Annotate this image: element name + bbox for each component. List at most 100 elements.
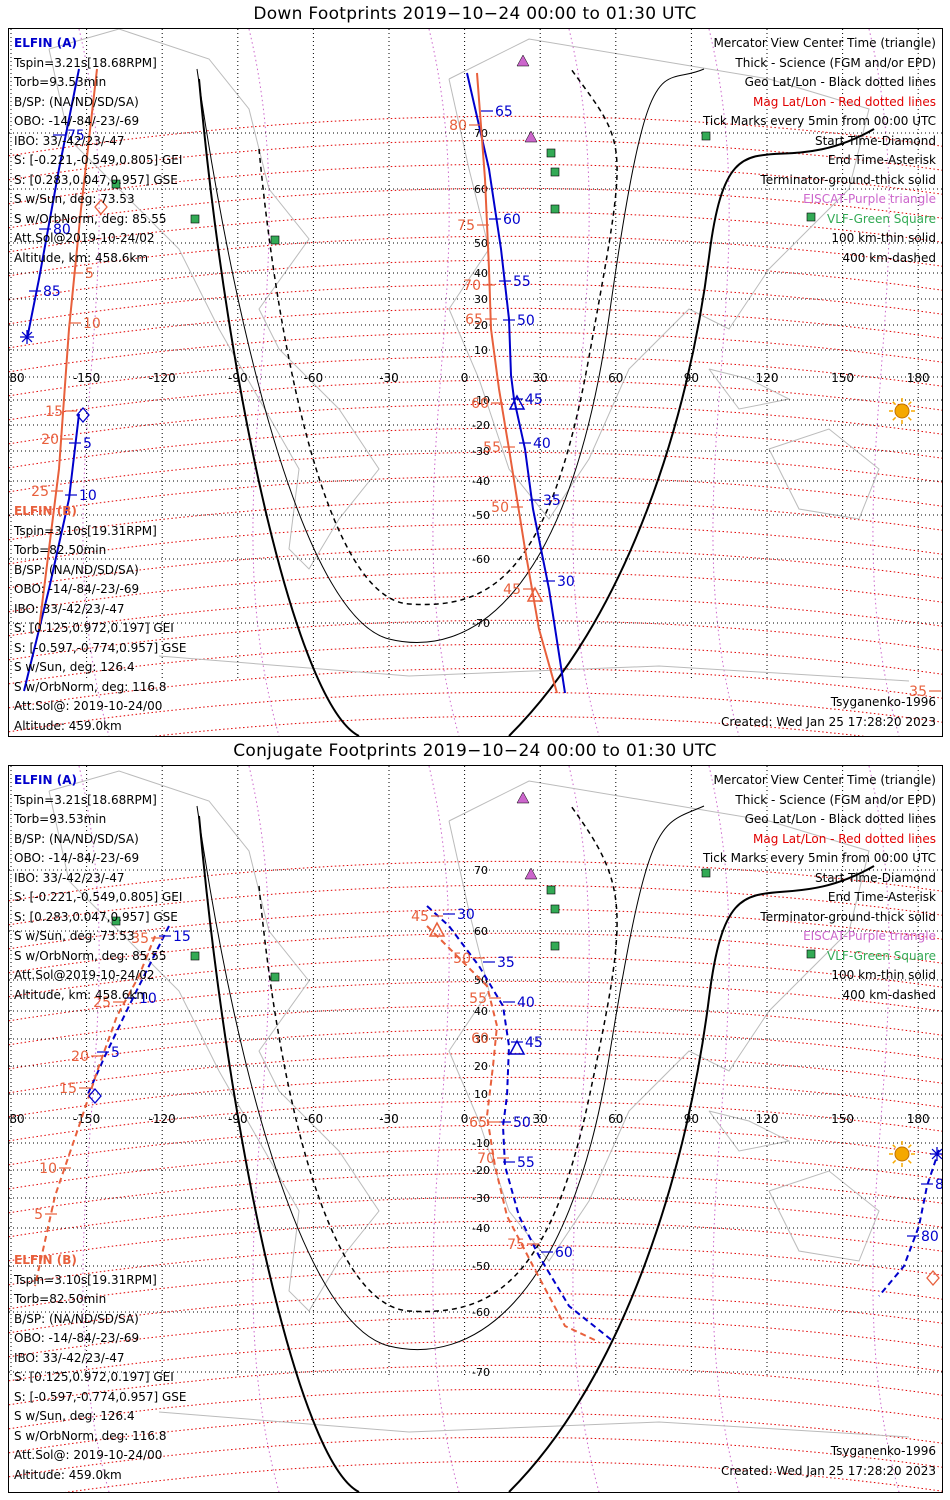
elfin-b-track (476, 72, 558, 694)
track-time-label: 80 (53, 222, 71, 238)
elfin-b-line: S: [0.125,0.972,0.197] GEI (14, 1370, 174, 1384)
mag-lat-line (9, 163, 942, 205)
coastline (448, 38, 870, 520)
map-footer: Tsyganenko-1996 Created: Wed Jan 25 17:2… (721, 693, 936, 732)
elfin-a-line: Tspin=3.21s[18.68RPM] (14, 792, 157, 807)
elfin-b-line: S: [0.125,0.972,0.197] GEI (14, 621, 174, 635)
track-time-label: 50 (517, 313, 535, 329)
track-time-label: 50 (513, 1115, 531, 1131)
elfin-a-track (23, 413, 80, 692)
sun-icon (894, 403, 910, 419)
coastline (768, 1170, 880, 1262)
mag-lat-line (9, 1412, 942, 1454)
lat-tick-label: -10 (472, 1137, 490, 1150)
legend-item: EISCAT-Purple triangle (803, 192, 936, 206)
legend-item: 100 km-thin solid (831, 968, 936, 982)
track-time-label: 45 (525, 392, 543, 408)
legend-item: VLF-Green Square (827, 948, 936, 963)
lat-tick-label: -60 (472, 1306, 490, 1319)
mag-lon-line (428, 29, 460, 736)
vlf-square (190, 214, 200, 224)
elfin-b-line: Altitude: 459.0km (14, 718, 122, 733)
vlf-square (550, 167, 560, 177)
mag-lat-line (9, 595, 942, 637)
legend-item: Start Time-Diamond (814, 133, 936, 148)
lon-tick-label: 120 (756, 1112, 779, 1126)
mag-lat-line (9, 259, 942, 301)
lon-tick-label: -180 (9, 1112, 25, 1126)
lat-tick-label: 50 (474, 237, 488, 250)
lat-tick-label: -40 (472, 475, 490, 488)
elfin-a-track (426, 905, 615, 1343)
track-time-label: 10 (79, 488, 97, 504)
lon-tick-label: 150 (831, 371, 854, 385)
vlf-square (701, 131, 711, 141)
mag-lat-line (9, 211, 942, 253)
eiscat-triangle (524, 867, 538, 880)
center-time-triangle (508, 1039, 526, 1055)
lat-tick-label: 70 (474, 864, 488, 877)
lon-tick-label: 60 (608, 371, 623, 385)
vlf-square (111, 179, 121, 189)
track-time-label: 50 (453, 951, 471, 967)
map-footer: Tsyganenko-1996 Created: Wed Jan 25 17:2… (721, 1442, 936, 1481)
created-timestamp: Created: Wed Jan 25 17:28:20 2023 (721, 714, 936, 729)
mag-lat-line (9, 523, 942, 565)
track-time-label: 20 (71, 1049, 89, 1065)
mag-lon-line (868, 766, 900, 1492)
mag-lon-line (428, 766, 460, 1492)
mag-lat-line (65, 1460, 942, 1492)
track-time-label: 65 (465, 312, 483, 328)
center-time-triangle (508, 394, 526, 410)
sun-ray (892, 1159, 897, 1164)
mag-lon-line (568, 766, 600, 1492)
mag-lat-line (9, 235, 942, 277)
lat-tick-label: -10 (472, 394, 490, 407)
legend-item: End Time-Asterisk (827, 890, 936, 904)
altitude-100km-line (196, 68, 705, 643)
lat-tick-label: 40 (474, 1005, 488, 1018)
vlf-square (550, 204, 560, 214)
mag-lat-line (9, 139, 942, 181)
track-time-label: 75 (67, 128, 85, 144)
elfin-b-line: S w/OrbNorm, deg: 116.8 (14, 1428, 167, 1443)
map-legend: Mercator View Center Time (triangle) Thi… (703, 34, 936, 268)
lat-tick-label: 60 (474, 925, 488, 938)
elfin-a-header: ELFIN (A) (14, 36, 77, 50)
elfin-a-info: ELFIN (A) Tspin=3.21s[18.68RPM] Torb=93.… (14, 771, 182, 1005)
track-time-label: 30 (557, 574, 575, 590)
elfin-a-line: Att.Sol@2019-10-24/02 (14, 968, 155, 982)
elfin-a-line: S: [-0.221,-0.549,0.805] GEI (14, 890, 183, 904)
lon-tick-label: -180 (9, 371, 25, 385)
legend-item: Terminator-ground-thick solid (760, 172, 936, 187)
elfin-b-info: ELFIN (B) Tspin=3.10s[19.31RPM] Torb=82.… (14, 1251, 187, 1485)
mag-lat-line (9, 1052, 942, 1094)
legend-item: Mag Lat/Lon - Red dotted lines (752, 831, 936, 846)
elfin-b-line: Att.Sol@: 2019-10-24/00 (14, 699, 163, 713)
lat-tick-label: 30 (474, 1033, 488, 1046)
track-time-label: 80 (449, 118, 467, 134)
elfin-b-line: Att.Sol@: 2019-10-24/00 (14, 1448, 163, 1462)
legend-item: Geo Lat/Lon - Black dotted lines (744, 75, 936, 89)
legend-item: Terminator-ground-thick solid (760, 909, 936, 924)
track-time-label: 75 (457, 218, 475, 234)
track-time-label: 35 (497, 955, 515, 971)
mag-lat-line (9, 451, 942, 493)
elfin-a-line: Att.Sol@2019-10-24/02 (14, 231, 155, 245)
track-time-label: 85 (935, 1177, 942, 1193)
track-time-label: 55 (483, 440, 501, 456)
mag-lat-line (9, 115, 942, 157)
legend-item: Mercator View Center Time (triangle) (713, 36, 936, 50)
mag-lat-line (9, 499, 942, 541)
mag-lon-line (708, 766, 740, 1492)
lon-tick-label: 180 (907, 371, 930, 385)
elfin-a-line: S: [0.283,0.047,0.957] GSE (14, 172, 178, 187)
track-time-label: 5 (111, 1045, 120, 1061)
track-time-label: 35 (543, 493, 561, 509)
track-time-label: 15 (59, 1081, 77, 1097)
mag-lat-line (9, 1124, 942, 1166)
lon-tick-label: -60 (304, 371, 324, 385)
track-time-label: 35 (131, 931, 149, 947)
track-time-label: 15 (45, 404, 63, 420)
vlf-square (546, 148, 556, 158)
